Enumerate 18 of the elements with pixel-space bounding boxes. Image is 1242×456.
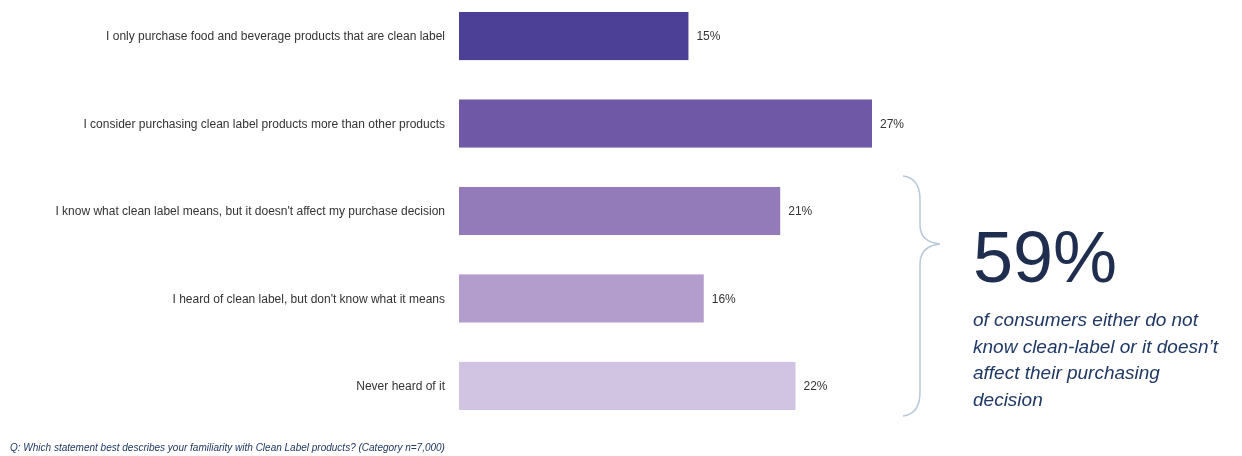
y-tick-label: I consider purchasing clean label products more than other products	[83, 116, 445, 131]
data-label: 21%	[788, 204, 813, 219]
y-tick-label: Never heard of it	[356, 379, 446, 394]
bar	[459, 361, 796, 410]
text: Q: Which statement best describes your familiarity with Clean Label products? (Category n=7,000)	[10, 442, 445, 453]
bar	[459, 186, 781, 236]
data-label: 27%	[880, 116, 905, 131]
y-tick-label: I know what clean label means, but it doesn't affect my purchase decision	[55, 204, 445, 219]
bar	[459, 12, 689, 61]
text: of consumers either do not know clean-label or it doesn’t affect their purchasing decision	[973, 309, 1219, 410]
data-label: 16%	[711, 291, 737, 306]
y-tick-label: I heard of clean label, but don't know what it means	[172, 291, 445, 306]
data-label: 22%	[803, 379, 828, 394]
data-label: 15%	[696, 29, 721, 44]
bar	[459, 274, 704, 323]
bar	[459, 99, 872, 148]
text: 59%	[973, 217, 1118, 297]
y-tick-label: I only purchase food and beverage products that are clean label	[106, 29, 445, 44]
